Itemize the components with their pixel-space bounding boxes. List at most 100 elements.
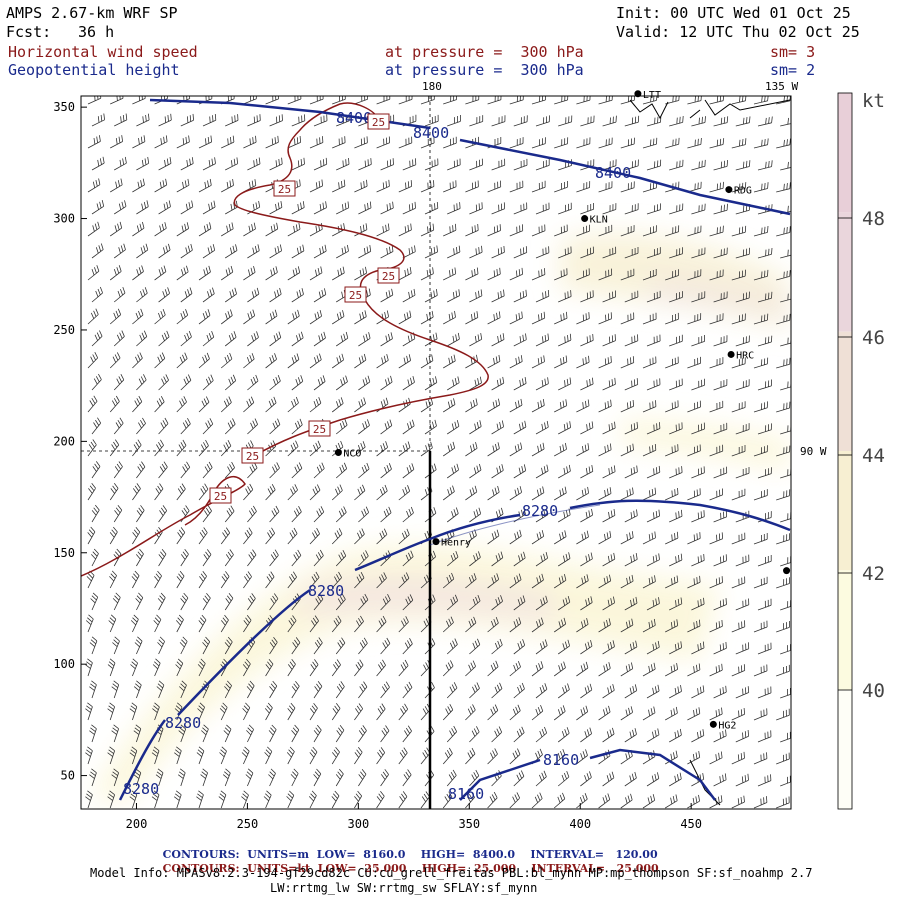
meridian-label-90w: 90 W (800, 445, 827, 458)
y-tick-label: 350 (53, 100, 75, 114)
station-label: HG2 (718, 720, 736, 731)
footer-units: UNITS=kt (247, 862, 311, 875)
height-label: 8400 (595, 164, 631, 182)
colorbar-segment (838, 451, 852, 571)
meridian-label-180: 180 (422, 80, 442, 93)
height-label: 8280 (165, 714, 201, 732)
station-marker (783, 567, 791, 575)
footer-high: HIGH= 25.000 (421, 862, 517, 875)
footer-label: CONTOURS: (162, 862, 240, 875)
station-marker (709, 720, 717, 728)
y-tick-label: 50 (61, 769, 75, 783)
speed-label-box (273, 180, 296, 197)
station-marker (634, 90, 642, 98)
y-axis: 50 100 150 200 250 300 350 (53, 100, 87, 783)
forecast-label: Fcst: (6, 23, 52, 41)
speed-label-box (377, 267, 400, 284)
speed-label: 25 (214, 490, 227, 503)
meridian-label-135w: 135 W (765, 80, 798, 93)
station-label: LTT (643, 90, 661, 101)
x-tick-label: 200 (126, 817, 148, 831)
station-marker (725, 186, 733, 194)
height-label: 8280 (123, 780, 159, 798)
footer-units: UNITS=m (247, 848, 310, 861)
height-label: 8160 (543, 751, 579, 769)
x-tick-label: 350 (458, 817, 480, 831)
speed-label: 25 (372, 116, 385, 129)
footer-label: CONTOURS: (162, 848, 240, 861)
footer-interval: INTERVAL= 120.00 (530, 848, 658, 861)
footer-low: LOW= 8160.0 (316, 848, 406, 861)
x-tick-label: 250 (237, 817, 259, 831)
height-label: 8400 (336, 109, 372, 127)
forecast-hour: 36 h (78, 23, 115, 41)
speed-label: 25 (246, 450, 259, 463)
footer-low: LOW= 25.000 (317, 862, 407, 875)
speed-label-box (367, 113, 390, 130)
field-2-name: Geopotential height (8, 61, 180, 79)
x-tick-label: 300 (348, 817, 370, 831)
speed-label-box (344, 286, 367, 303)
y-tick-label: 150 (53, 546, 75, 560)
colorbar-segment (838, 212, 852, 332)
field-1-name: Horizontal wind speed (8, 43, 198, 61)
field-2-smoothing: sm= 2 (770, 61, 816, 79)
model-info-physics: LW:rrtmg_lw SW:rrtmg_sw SFLAY:sf_mynn (270, 881, 538, 895)
y-tick-label: 250 (53, 323, 75, 337)
y-tick-label: 300 (53, 212, 75, 226)
station-marker (334, 449, 342, 456)
station-label: HRC (736, 350, 754, 361)
station-marker (581, 215, 589, 223)
station-label: KLN (590, 215, 608, 226)
speed-label-box (209, 487, 232, 504)
colorbar-segment (838, 331, 852, 451)
x-axis: 200 250 300 350 400 450 (126, 803, 702, 831)
speed-contour-labels: 25 25 25 25 25 25 25 (209, 113, 400, 504)
height-contour-labels: 8400 8400 8400 8280 8280 8280 8280 8160 … (123, 109, 631, 803)
speed-label: 25 (349, 289, 362, 302)
field-1-level: at pressure = 300 hPa (385, 43, 584, 61)
plot-frame (80, 95, 792, 810)
colorbar-segment (838, 93, 852, 213)
footer-height-contours: CONTOURS: UNITS=m LOW= 8160.0 HIGH= 8400… (155, 838, 658, 860)
field-1-smoothing: sm= 3 (770, 43, 816, 61)
footer-interval: INTERVAL= 25.000 (531, 862, 659, 875)
height-contours (118, 98, 791, 801)
valid-time: Valid: 12 UTC Thu 02 Oct 25 (616, 23, 860, 41)
model-title: AMPS 2.67-km WRF SP (6, 4, 178, 22)
y-tick-label: 100 (53, 657, 75, 671)
colorbar-unit: kt (862, 90, 885, 112)
y-tick-label: 200 (53, 434, 75, 448)
station-label: RDG (734, 186, 752, 197)
speed-label: 25 (278, 183, 291, 196)
init-time: Init: 00 UTC Wed 01 Oct 25 (616, 4, 851, 22)
station-label: NCO (343, 449, 361, 460)
field-2-level: at pressure = 300 hPa (385, 61, 584, 79)
footer-speed-contours: CONTOURS: UNITS=kt LOW= 25.000 HIGH= 25.… (155, 852, 659, 874)
stations: LTT RDG KLN HRC NCO Henry HG2 (334, 90, 791, 731)
station-marker (432, 538, 440, 546)
speed-label-box (308, 420, 331, 437)
colorbar: kt 40 42 44 46 48 (837, 90, 885, 810)
station-label: Henry (441, 538, 471, 549)
colorbar-tick-label: 42 (862, 563, 885, 585)
colorbar-tick-label: 40 (862, 680, 885, 702)
model-info: Model Info: MPASv8.2.3-194-gf29cd82c CU:… (90, 866, 813, 880)
colorbar-segment (838, 689, 852, 809)
speed-label: 25 (313, 423, 326, 436)
speed-label: 25 (382, 270, 395, 283)
height-label: 8160 (448, 785, 484, 803)
wind-speed-contour (81, 102, 489, 577)
colorbar-tick-label: 48 (862, 208, 885, 230)
height-label: 8280 (308, 582, 344, 600)
footer-high: HIGH= 8400.0 (420, 848, 515, 861)
speed-label-box (241, 447, 264, 464)
x-tick-label: 450 (680, 817, 702, 831)
station-marker (727, 350, 735, 358)
height-label: 8400 (413, 124, 449, 142)
colorbar-tick-label: 46 (862, 327, 885, 349)
height-label: 8280 (522, 502, 558, 520)
colorbar-tick-label: 44 (862, 445, 885, 467)
colorbar-segment (838, 570, 852, 690)
